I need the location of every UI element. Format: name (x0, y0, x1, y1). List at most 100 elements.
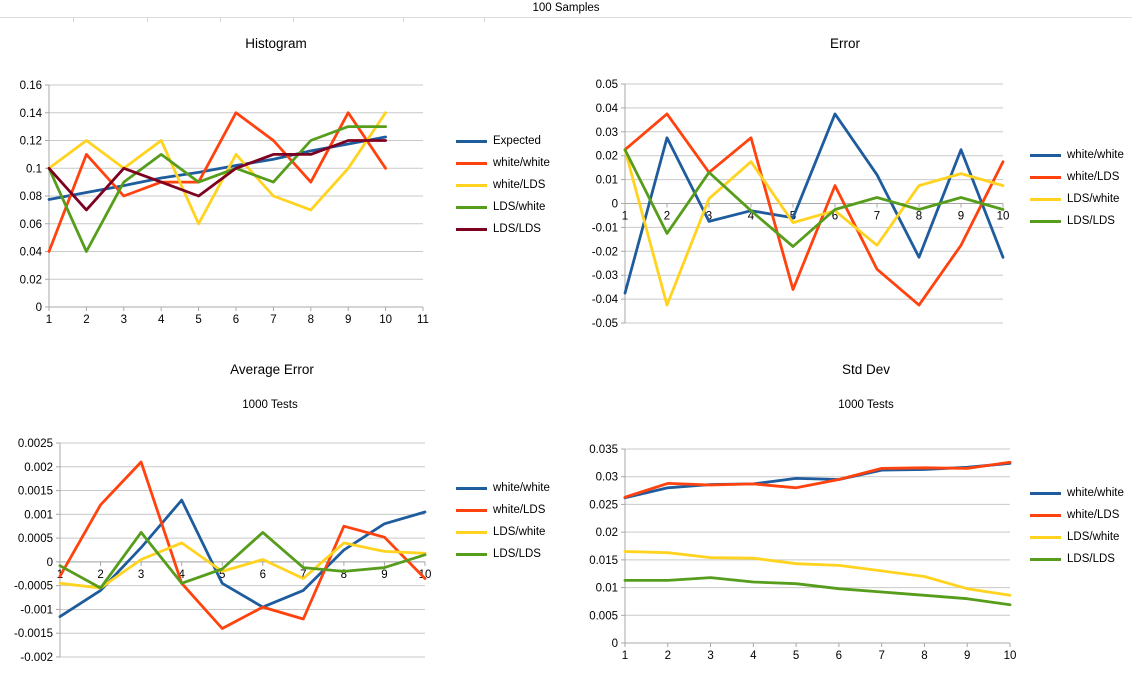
x-tick-label: 8 (921, 650, 927, 662)
legend-line-icon (456, 227, 487, 231)
column-tick (293, 18, 294, 22)
sheet-header-title: 100 Samples (532, 2, 600, 14)
y-tick-label: 0.04 (596, 103, 619, 115)
x-tick-label: 1 (622, 211, 628, 223)
x-tick-label: 9 (381, 569, 387, 581)
series-line-white-white (58, 498, 427, 619)
y-tick-label: -0.0015 (14, 628, 53, 640)
x-tick-label: 7 (878, 650, 884, 662)
x-tick-label: 9 (964, 650, 970, 662)
x-tick-label: 4 (158, 314, 165, 326)
x-tick-label: 6 (260, 569, 266, 581)
y-tick-label: 0.015 (589, 555, 618, 567)
series-line-white-LDS (47, 111, 388, 226)
series-line-LDS-LDS (47, 139, 388, 212)
legend-item-white-LDS: white/LDS (456, 499, 550, 521)
y-tick-label: 0 (47, 557, 53, 569)
legend-label: LDS/LDS (493, 548, 541, 560)
y-tick-label: 0.03 (596, 127, 618, 139)
histogram-plot: 0.16 0.14 0.12 0.1 0.08 0.06 0.04 0.02 01 2 3 4 5 6 7 8… (20, 80, 429, 326)
legend-item-white-LDS: white/LDS (456, 174, 550, 196)
chart-error[interactable]: 0.05 0.04 0.03 0.02 0.01 0 -0.01 -0.02 -0.03 -0.0… (570, 20, 1132, 355)
legend-line-icon (456, 530, 487, 534)
x-tick-label: 2 (665, 650, 671, 662)
y-tick-label: 0.14 (20, 108, 43, 120)
series-line-white-LDS (623, 460, 1012, 499)
legend-label: LDS/white (1067, 193, 1120, 205)
series-line-LDS-LDS (623, 148, 1005, 248)
x-axis: 1 2 3 4 5 6 7 8 9 10 (622, 642, 1016, 662)
y-tick-label: 0.02 (20, 274, 42, 286)
legend-item-LDS-LDS: LDS/LDS (456, 218, 550, 240)
y-tick-label: 0 (36, 302, 42, 314)
legend-line-icon (1030, 557, 1061, 561)
y-tick-label: 0.0025 (18, 438, 53, 450)
x-tick-label: 5 (219, 569, 225, 581)
legend-item-white-white: white/white (456, 477, 550, 499)
x-tick-label: 3 (138, 569, 144, 581)
x-tick-label: 7 (300, 569, 306, 581)
legend-line-icon (456, 139, 487, 143)
x-tick-label: 3 (706, 211, 712, 223)
x-tick-label: 2 (664, 211, 670, 223)
y-tick-label: -0.001 (20, 604, 53, 616)
legend-item-white-white: white/white (1030, 144, 1124, 166)
y-tick-label: 0.025 (589, 499, 618, 511)
x-tick-label: 11 (417, 314, 429, 326)
x-tick-label: 4 (178, 569, 185, 581)
legend-label: Expected (493, 135, 541, 147)
y-tick-label: 0.03 (596, 472, 618, 484)
legend-label: LDS/LDS (1067, 215, 1115, 227)
legend-line-icon (456, 183, 487, 187)
legend-item-white-LDS: white/LDS (1030, 166, 1124, 188)
x-tick-label: 3 (121, 314, 127, 326)
legend-line-icon (1030, 491, 1061, 495)
legend-line-icon (456, 552, 487, 556)
x-tick-label: 6 (832, 211, 838, 223)
x-tick-label: 10 (379, 314, 392, 326)
legend-item-LDS-white: LDS/white (456, 196, 550, 218)
y-tick-label: -0.0005 (14, 581, 53, 593)
legend-label: white/LDS (1067, 509, 1120, 521)
y-tick-label: 0.04 (20, 247, 43, 259)
legend-label: white/LDS (493, 179, 546, 191)
legend-label: white/white (1067, 149, 1124, 161)
legend-label: white/white (493, 482, 550, 494)
column-tick (73, 18, 74, 22)
chart-histogram[interactable]: 0.16 0.14 0.12 0.1 0.08 0.06 0.04 0.02 0 1 2 3 4 5 6 7 8… (0, 20, 570, 355)
y-tick-label: 0.02 (596, 151, 618, 163)
std-dev-plot: 0.035 0.03 0.025 0.02 0.015 0.01 0.005 01 2 3 4 5 6 7… (589, 444, 1016, 662)
legend-label: LDS/LDS (493, 223, 541, 235)
legend-label: LDS/white (1067, 531, 1120, 543)
legend-label: white/white (493, 157, 550, 169)
y-tick-label: 0.01 (596, 175, 618, 187)
y-tick-label: 0 (612, 638, 618, 650)
chart-title-error: Error (830, 36, 860, 51)
legend-line-icon (1030, 535, 1061, 539)
column-tick (403, 18, 404, 22)
legend-line-icon (1030, 513, 1061, 517)
y-tick-label: 0.12 (20, 136, 42, 148)
legend-item-LDS-LDS: LDS/LDS (1030, 210, 1124, 232)
y-tick-label: -0.03 (592, 270, 618, 282)
legend-item-white-white: white/white (456, 152, 550, 174)
chart-std-dev[interactable]: 0.035 0.03 0.025 0.02 0.015 0.01 0.005 0 1 2 3 4 5 6 7… (570, 350, 1132, 673)
x-tick-label: 5 (793, 650, 799, 662)
y-tick-label: 0 (612, 199, 618, 211)
y-axis: 0.0025 0.002 0.0015 0.001 0.0005 0 -0.0005 -0.0… (14, 438, 61, 664)
legend-item-Expected: Expected (456, 130, 550, 152)
series-line-white-LDS (58, 460, 427, 630)
y-tick-label: 0.05 (596, 79, 618, 91)
y-tick-label: 0.035 (589, 444, 618, 456)
chart-title-histogram: Histogram (245, 36, 307, 51)
x-tick-label: 9 (345, 314, 351, 326)
y-tick-label: 0.005 (589, 610, 618, 622)
row-divider-line (0, 17, 1132, 18)
chart-average-error[interactable]: 0.0025 0.002 0.0015 0.001 0.0005 0 -0.0005 -0.0… (0, 350, 570, 673)
x-tick-label: 6 (233, 314, 239, 326)
y-tick-label: -0.002 (20, 652, 53, 664)
series-line-white-LDS (623, 112, 1005, 307)
x-tick-label: 10 (419, 569, 432, 581)
y-tick-label: -0.02 (592, 246, 618, 258)
